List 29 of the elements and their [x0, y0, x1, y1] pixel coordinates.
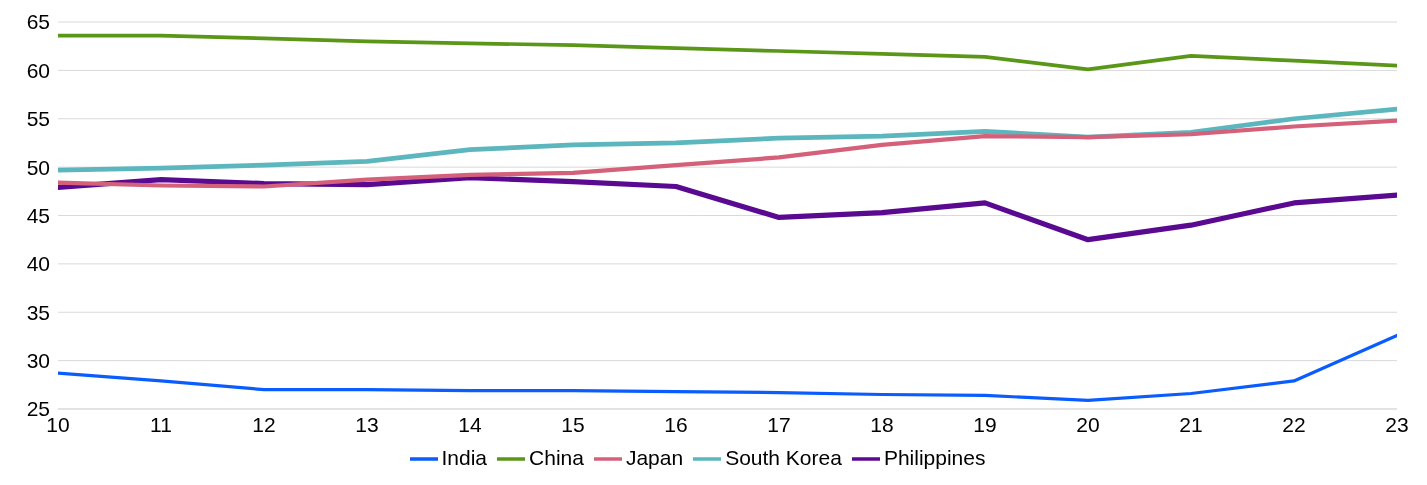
y-tick-label: 55	[26, 107, 50, 131]
y-tick-label: 30	[26, 349, 50, 373]
x-tick-label: 15	[561, 412, 585, 436]
y-tick-label: 35	[26, 300, 50, 324]
line-series	[58, 33, 1397, 72]
x-tick-label: 16	[664, 412, 688, 436]
y-tick-label: 50	[26, 155, 50, 179]
y-tick-label: 45	[26, 203, 50, 227]
line-series	[58, 118, 1397, 189]
x-tick-label: 19	[973, 412, 997, 436]
x-tick-label: 18	[870, 412, 894, 436]
x-tick-label: 22	[1282, 412, 1306, 436]
x-tick-label: 20	[1076, 412, 1100, 436]
y-tick-label: 40	[26, 252, 50, 276]
x-tick-label: 13	[355, 412, 379, 436]
legend-label: China	[529, 445, 584, 469]
x-tick-label: 14	[458, 412, 482, 436]
x-tick-label: 11	[150, 412, 172, 436]
x-tick-label: 21	[1179, 412, 1203, 436]
legend-label: Japan	[625, 445, 684, 469]
x-tick-label: 17	[767, 412, 791, 436]
legend-label: South Korea	[725, 445, 842, 469]
line-series	[58, 333, 1397, 402]
x-tick-label: 12	[252, 412, 276, 436]
x-tick-label: 23	[1385, 412, 1409, 436]
y-tick-label: 65	[26, 10, 50, 34]
legend-label: India	[441, 445, 488, 469]
legend-label: Philippines	[883, 445, 986, 469]
y-tick-label: 60	[26, 58, 50, 82]
